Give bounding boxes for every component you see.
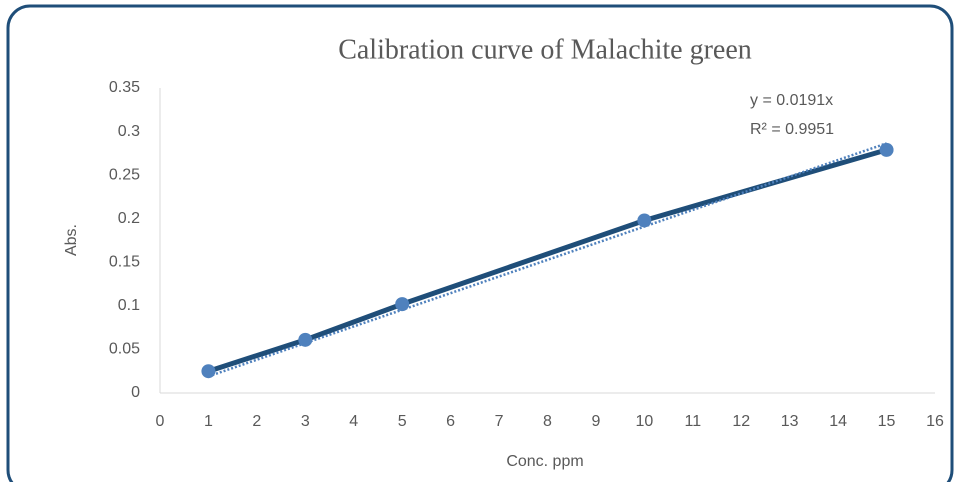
x-tick-label: 13 [781, 413, 799, 430]
x-tick-label: 5 [398, 413, 407, 430]
x-tick-label: 10 [635, 413, 653, 430]
x-tick-label: 2 [252, 413, 261, 430]
x-tick-label: 8 [543, 413, 552, 430]
x-tick-label: 16 [926, 413, 944, 430]
x-tick-label: 15 [878, 413, 896, 430]
trendline-r2: R² = 0.9951 [750, 121, 834, 138]
y-tick-label: 0 [131, 384, 140, 401]
x-tick-label: 12 [732, 413, 750, 430]
x-tick-label: 6 [446, 413, 455, 430]
trendline [208, 142, 887, 378]
x-tick-label: 11 [685, 413, 702, 430]
y-tick-label: 0.05 [109, 341, 140, 358]
x-tick-label: 0 [156, 413, 165, 430]
chart-frame [6, 4, 954, 487]
y-tick-label: 0.25 [109, 166, 140, 183]
x-axis-label: Conc. ppm [506, 453, 583, 470]
x-tick-label: 9 [591, 413, 600, 430]
x-tick-label: 3 [301, 413, 310, 430]
chart-title: Calibration curve of Malachite green [338, 34, 752, 65]
y-tick-label: 0.1 [118, 297, 140, 314]
x-tick-label: 14 [829, 413, 847, 430]
data-point [201, 364, 216, 379]
y-tick-label: 0.3 [118, 123, 140, 140]
y-tick-label: 0.2 [118, 210, 140, 227]
x-tick-label: 4 [349, 413, 358, 430]
y-tick-label: 0.35 [109, 79, 140, 96]
data-point [298, 332, 313, 347]
x-tick-label: 1 [204, 413, 213, 430]
data-point [637, 213, 652, 228]
data-point [879, 142, 894, 157]
y-tick-label: 0.15 [109, 254, 140, 271]
x-tick-label: 7 [495, 413, 504, 430]
y-axis-label: Abs. [63, 224, 80, 256]
trendline-equation: y = 0.0191x [750, 92, 833, 109]
data-point [395, 297, 410, 312]
